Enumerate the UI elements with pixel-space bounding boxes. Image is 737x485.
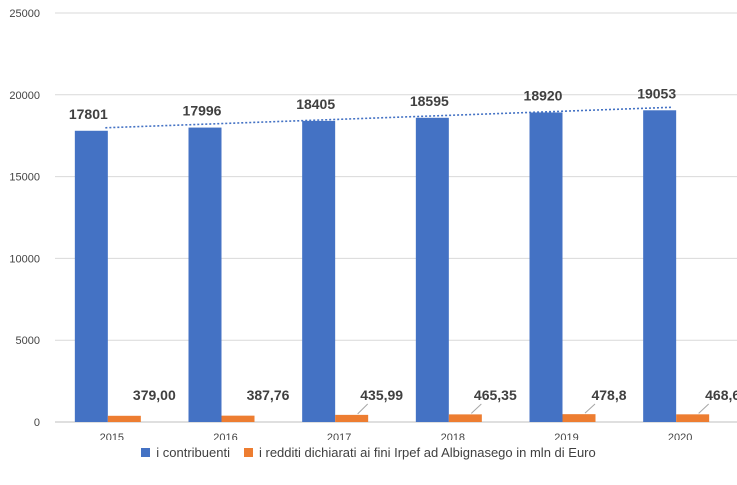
x-tick-label: 2019	[554, 432, 578, 440]
bar-redditi	[448, 414, 482, 422]
bar-contribuenti	[643, 110, 677, 423]
bar-contribuenti	[529, 112, 563, 422]
data-label-redditi: 379,00	[133, 387, 176, 403]
data-label-contribuenti: 18595	[410, 93, 449, 109]
bar-contribuenti	[302, 120, 336, 423]
y-tick-label: 0	[34, 417, 40, 429]
bar-redditi	[221, 415, 255, 422]
legend-swatch-blue	[141, 448, 151, 457]
data-label-contribuenti: 18920	[524, 87, 563, 103]
gridlines	[55, 12, 737, 423]
data-label-redditi: 478,8	[591, 387, 626, 403]
data-label-contribuenti: 17801	[69, 106, 108, 122]
bar-contribuenti	[74, 130, 108, 422]
data-label-contribuenti: 19053	[637, 85, 676, 101]
x-tick-label: 2018	[441, 432, 465, 440]
leader-line	[584, 403, 596, 414]
x-tick-label: 2017	[327, 432, 351, 440]
bar-contribuenti	[188, 127, 222, 422]
leader-line	[470, 403, 482, 414]
legend: i contribuenti i redditi dichiarati ai f…	[0, 445, 737, 460]
bar-redditi	[676, 414, 710, 422]
data-label-redditi: 387,76	[247, 387, 290, 403]
legend-label-redditi: i redditi dichiarati ai fini Irpef ad Al…	[258, 445, 596, 460]
data-label-redditi: 468,6	[705, 387, 737, 403]
legend-label-contribuenti: i contribuenti	[156, 445, 230, 460]
x-tick-label: 2016	[213, 432, 237, 440]
data-label-contribuenti: 18405	[296, 96, 335, 112]
leader-line	[698, 403, 710, 414]
leader-line	[357, 403, 369, 415]
y-tick-label: 5000	[16, 335, 40, 347]
bar-redditi	[335, 414, 369, 422]
legend-item-redditi: i redditi dichiarati ai fini Irpef ad Al…	[243, 445, 596, 460]
y-tick-label: 20000	[9, 90, 40, 102]
y-tick-label: 15000	[9, 172, 40, 184]
data-label-redditi: 465,35	[474, 387, 517, 403]
trendline	[105, 106, 672, 129]
bar-redditi	[107, 415, 141, 422]
legend-item-contribuenti: i contribuenti	[141, 445, 230, 460]
y-axis-tick-labels: 0 5000 10000 15000 20000 25000	[9, 8, 40, 429]
x-tick-label: 2015	[100, 432, 124, 440]
y-tick-label: 10000	[9, 253, 40, 265]
bar-chart: 0 5000 10000 15000 20000 25000 17801 379,00 179…	[9, 8, 737, 440]
x-axis-tick-labels: 2015 2016 2017 2018 2019 2020	[100, 432, 693, 440]
data-labels: 17801 379,00 17996 387,76 18405 435,99 18595 46…	[69, 85, 737, 415]
data-label-redditi: 435,99	[360, 387, 403, 403]
data-label-contribuenti: 17996	[183, 103, 222, 119]
x-tick-label: 2020	[668, 432, 692, 440]
bar-contribuenti	[415, 117, 449, 422]
bars	[74, 110, 710, 423]
trendline-line	[105, 106, 672, 129]
legend-swatch-orange	[243, 448, 253, 457]
y-tick-label: 25000	[9, 8, 40, 20]
bar-redditi	[562, 414, 596, 422]
